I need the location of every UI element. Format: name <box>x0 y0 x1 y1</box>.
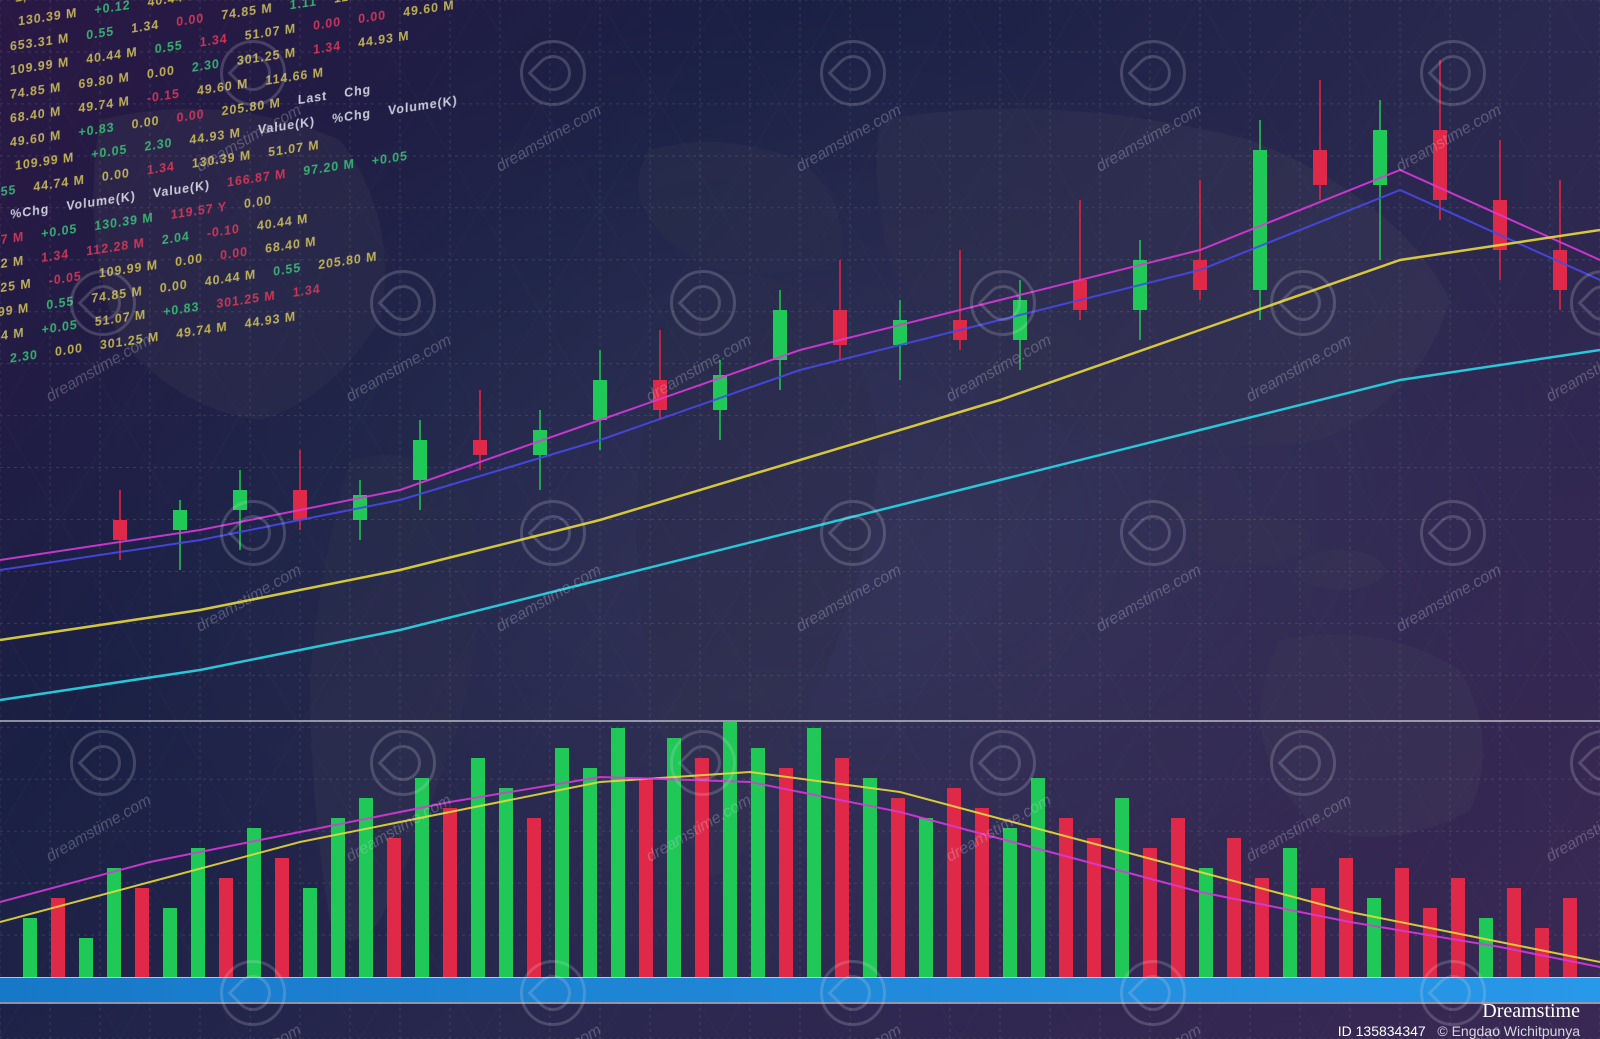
image-id: ID 135834347 <box>1338 1023 1426 1039</box>
candlestick-chart <box>0 0 1600 720</box>
volume-chart <box>0 720 1600 1004</box>
author-credit: © Engdao Wichitpunya <box>1437 1023 1580 1039</box>
image-credits: Dreamstime ID 135834347 © Engdao Wichitp… <box>1338 1000 1580 1039</box>
time-axis-bar <box>0 977 1600 1002</box>
signature: Dreamstime <box>1338 1000 1580 1023</box>
